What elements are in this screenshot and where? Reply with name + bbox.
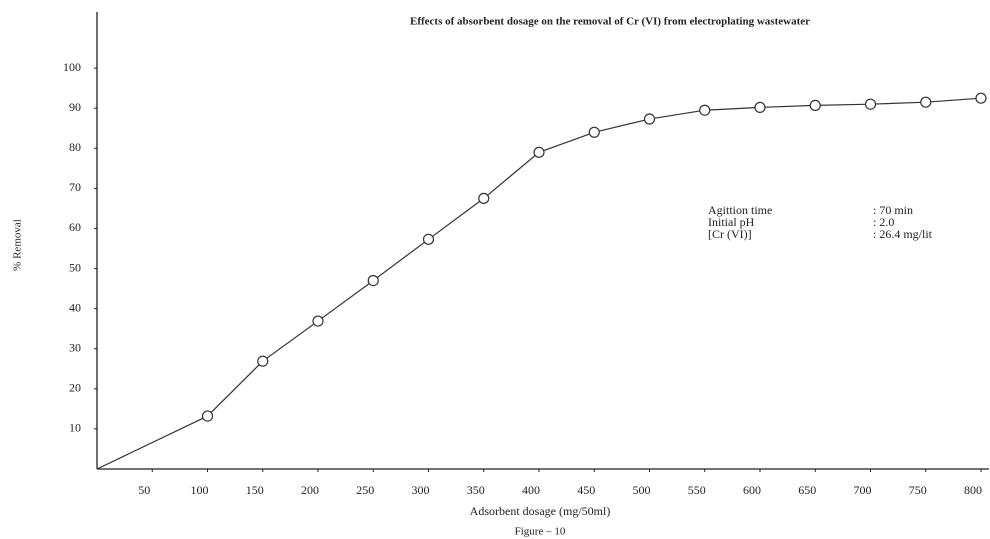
data-point [367,274,379,287]
x-tick-label: 50 [138,483,150,497]
data-point [754,101,766,114]
y-tick-label: 90 [69,100,81,114]
data-point [422,233,435,245]
y-tick-label: 50 [69,260,81,274]
x-tick-label: 450 [577,483,595,497]
data-point [533,146,545,158]
y-tick-label: 30 [69,340,81,354]
y-tick-label: 10 [69,421,81,435]
x-tick-label: 300 [412,483,430,497]
x-tick-label: 600 [743,483,761,497]
x-tick-label: 200 [301,483,319,497]
y-tick-label: 20 [69,381,81,395]
y-tick-label: 40 [69,300,81,314]
x-axis-label: Adsorbent dosage (mg/50ml) [470,504,611,518]
y-tick-label: 70 [69,180,81,194]
data-point [920,96,932,108]
caption: Figure – 10 [515,526,566,538]
x-tick-label: 250 [356,483,374,497]
data-point [864,98,877,110]
data-point [588,126,600,138]
x-tick-label: 500 [633,483,651,497]
data-point [312,315,324,327]
data-point [478,192,490,205]
data-line [96,97,982,470]
data-point [201,410,214,422]
annotation-value: : 70 min [873,203,913,217]
data-point [643,113,656,125]
annotation-label: Agittion time [708,203,772,217]
y-axis-label: % Removal [12,219,24,271]
x-tick-label: 350 [467,483,485,497]
y-tick-label: 60 [69,220,81,234]
x-tick-label: 800 [964,483,982,497]
annotation-label: [Cr (VI)] [708,227,752,241]
annotation-label: Initial pH [708,215,755,229]
x-tick-label: 650 [798,483,816,497]
x-tick-label: 700 [854,483,872,497]
annotation-value: : 26.4 mg/lit [873,227,933,241]
x-tick-label: 100 [191,483,209,497]
y-tick-label: 80 [69,140,81,154]
data-point [975,92,987,104]
x-tick-label: 550 [688,483,706,497]
data-point [257,355,269,367]
y-tick-label: 100 [63,60,81,74]
data-point [809,99,821,112]
x-tick-label: 750 [909,483,927,497]
x-tick-label: 400 [522,483,540,497]
data-point [699,104,711,116]
chart-title: Effects of absorbent dosage on the remov… [410,16,810,28]
x-tick-label: 150 [246,483,264,497]
annotation-value: : 2.0 [873,215,894,229]
